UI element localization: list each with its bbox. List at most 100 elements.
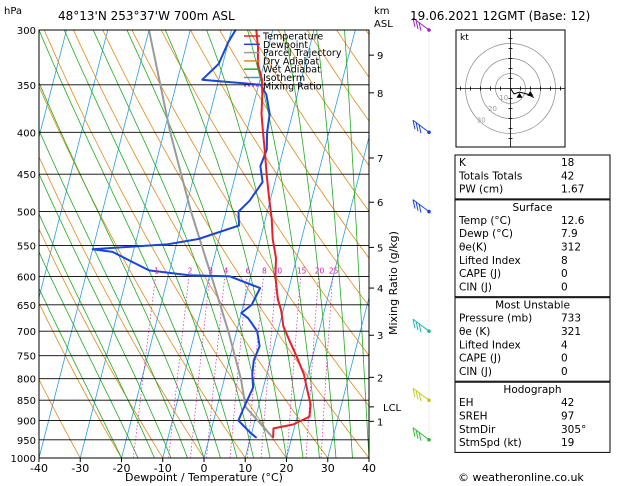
profiles <box>91 30 312 439</box>
wind-barb-flag <box>415 321 419 331</box>
wind-barb-flag <box>415 390 419 400</box>
surface-row-label: Lifted Index <box>459 255 521 267</box>
wind-barb-flag <box>418 203 422 213</box>
hodograph-table-row-value: 42 <box>561 397 574 409</box>
surface-row-label: Dewp (°C) <box>459 228 513 240</box>
footer-credit: © weatheronline.co.uk <box>458 471 584 484</box>
pressure-tick-label: 950 <box>17 436 36 447</box>
temp-tick-label: 10 <box>238 462 252 475</box>
wet-adiabat-line <box>39 30 221 458</box>
wind-barb-flag <box>412 388 416 398</box>
lcl-label: LCL <box>383 403 402 414</box>
most-unstable-row-label: θe (K) <box>459 326 490 338</box>
wind-barb-dot <box>427 329 431 334</box>
wind-barb-flag <box>412 199 416 209</box>
most-unstable-row-label: Lifted Index <box>459 339 521 351</box>
indices-row-value: 42 <box>561 170 574 182</box>
surface-row-value: 7.9 <box>561 228 578 240</box>
km-tick-label: 2 <box>377 373 383 384</box>
wind-barb-shaft <box>412 427 430 441</box>
temp-tick-label: 20 <box>280 462 294 475</box>
isotherm-line <box>286 135 369 458</box>
pressure-tick-label: 1000 <box>11 454 36 465</box>
indices-row-label: Totals Totals <box>458 170 522 182</box>
wind-barb-shaft <box>412 387 430 401</box>
temp-tick-label: 40 <box>362 462 376 475</box>
pressure-tick-label: 750 <box>17 352 36 363</box>
temp-tick-label: -40 <box>30 462 48 475</box>
pressure-tick-label: 650 <box>17 301 36 312</box>
temperature-line <box>255 30 312 438</box>
km-label: km <box>374 6 390 17</box>
temp-tick-label: -20 <box>113 462 131 475</box>
most-unstable-row-value: 321 <box>561 326 581 338</box>
mixing-ratio-label: 1 <box>154 266 159 275</box>
wet-adiabat-line <box>126 30 271 458</box>
indices-row-value: 18 <box>561 157 574 169</box>
wet-adiabat-line <box>39 81 205 458</box>
wind-barb-flag <box>418 392 422 402</box>
most-unstable-title: Most Unstable <box>495 300 570 312</box>
isotherm-line <box>39 30 150 458</box>
isotherm-line <box>121 30 232 458</box>
hodograph-table-title: Hodograph <box>503 384 561 396</box>
mixing-ratio-line <box>206 276 226 458</box>
wind-barb-flag <box>412 319 416 329</box>
wind-barb-dot <box>427 130 431 135</box>
asl-label: ASL <box>374 19 393 30</box>
pressure-tick-label: 700 <box>17 327 36 338</box>
surface-row-label: CIN (J) <box>459 281 492 293</box>
surface-box <box>454 199 611 298</box>
dry-adiabat-line <box>39 378 81 458</box>
pressure-tick-label: 450 <box>17 170 36 181</box>
hpa-label: hPa <box>4 6 22 17</box>
hodograph-table-row-label: StmDir <box>459 424 496 436</box>
pressure-tick-label: 500 <box>17 208 36 219</box>
wind-barb-flag <box>412 120 416 130</box>
pressure-tick-label: 400 <box>17 128 36 139</box>
mixing-ratio-line <box>168 276 190 458</box>
hodograph-ring-label: 20 <box>488 105 497 113</box>
most-unstable-row-label: CAPE (J) <box>459 353 501 365</box>
most-unstable-row-value: 0 <box>561 366 568 378</box>
wind-barb-shaft <box>412 199 430 212</box>
mixing-ratio-label: 4 <box>223 266 228 275</box>
isotherm-line <box>244 30 356 458</box>
surface-row-label: CAPE (J) <box>459 268 501 280</box>
wind-barb-dot <box>427 28 431 32</box>
mixing-ratio-line <box>190 276 210 458</box>
mixing-ratio-label: 2 <box>188 266 193 275</box>
wind-barb-flag <box>412 427 416 437</box>
surface-row-value: 0 <box>561 281 568 293</box>
most-unstable-row-value: 733 <box>561 313 581 325</box>
km-tick-label: 6 <box>377 198 383 209</box>
most-unstable-box <box>454 297 611 382</box>
wind-barb-dot <box>427 209 431 214</box>
surface-row-value: 312 <box>561 242 581 254</box>
wind-barbs <box>412 17 431 442</box>
indices-row-value: 1.67 <box>561 184 584 196</box>
pressure-tick-label: 350 <box>17 81 36 92</box>
hodograph-table-row-label: SREH <box>459 411 488 423</box>
location-title: 48°13'N 253°37'W 700m ASL <box>58 9 235 23</box>
hodograph-table-row-label: StmSpd (kt) <box>459 437 522 449</box>
temp-tick-label: -30 <box>71 462 89 475</box>
hodograph-table-box <box>454 381 611 453</box>
legend-label: Mixing Ratio <box>263 81 322 92</box>
dry-adiabat-line <box>277 30 369 167</box>
pressure-tick-label: 600 <box>17 272 36 283</box>
wind-barb-shaft <box>412 318 430 332</box>
isotherm-line <box>327 295 369 458</box>
wind-barb-flag <box>415 122 419 132</box>
wet-adiabat-line <box>316 30 353 458</box>
isotherm-line <box>79 30 191 458</box>
hodograph-table-row-value: 19 <box>561 437 574 449</box>
legend-label: Wet Adiabat <box>263 65 321 76</box>
dry-adiabat-line <box>219 30 369 259</box>
isotherm-line <box>203 30 315 458</box>
legend-label: Dewpoint <box>263 40 308 51</box>
axes: 1 2 3 4 6 8 10 15 20 2530035040045050055060065070… <box>11 26 402 475</box>
mixing-ratio-axis-label: Mixing Ratio (g/kg) <box>387 231 400 335</box>
